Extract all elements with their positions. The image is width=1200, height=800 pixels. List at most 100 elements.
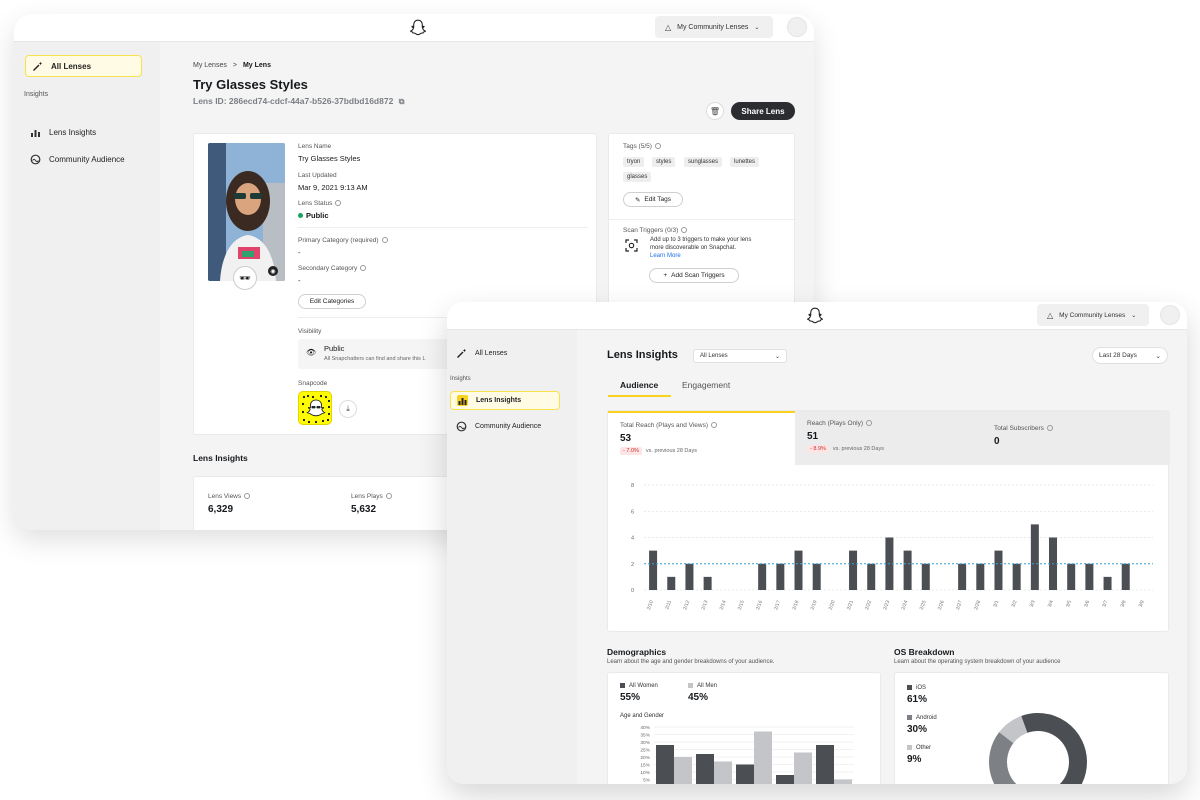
bar [834, 779, 852, 784]
scan-description-2: more discoverable on Snapchat. [650, 245, 737, 251]
secondary-category-label: Secondary Category [298, 265, 367, 272]
sidebar-item-community-audience[interactable]: Community Audience [30, 153, 125, 165]
delta-compare: vs. previous 28 Days [832, 446, 884, 452]
total-reach-delta: - 7.0% vs. previous 28 Days [620, 447, 697, 455]
secondary-category-value: - [298, 276, 301, 285]
delete-button[interactable]: 🗑 [706, 102, 724, 120]
legend-all-women: All Women [620, 683, 658, 689]
trash-icon: 🗑 [709, 106, 721, 116]
edit-tags-button[interactable]: ✎ Edit Tags [623, 192, 683, 207]
info-icon[interactable] [381, 237, 388, 244]
sidebar-item-lens-insights[interactable]: Lens Insights [450, 391, 560, 410]
total-subscribers-stat[interactable]: Total Subscribers 0 [982, 411, 1170, 465]
date-range-dropdown[interactable]: Last 28 Days ⌄ [1092, 347, 1168, 364]
tag-chip: glasses [623, 172, 652, 182]
y-tick-label: 35% [640, 732, 650, 738]
sidebar-item-lens-insights[interactable]: Lens Insights [30, 126, 96, 138]
os-breakdown-title: OS Breakdown [894, 647, 955, 657]
sidebar-item-all-lenses[interactable]: All Lenses [456, 347, 507, 359]
bar [1030, 524, 1039, 590]
lens-views-label-text: Lens Views [208, 493, 242, 500]
x-tick-label: 2/23 [882, 599, 891, 610]
x-tick-label: 2/15 [737, 599, 746, 610]
account-switcher[interactable]: △ My Community Lenses ⌄ [655, 16, 773, 38]
y-tick-label: 30% [640, 740, 650, 746]
lens-status-value: Public [298, 211, 329, 220]
info-icon[interactable] [711, 422, 718, 429]
share-lens-button[interactable]: Share Lens [731, 102, 795, 120]
download-snapcode-button[interactable]: ⤓ [339, 400, 357, 418]
legend-other: Other [907, 745, 931, 751]
info-icon[interactable] [385, 493, 392, 500]
learn-more-link[interactable]: Learn More [650, 253, 681, 259]
women-percent: 55% [620, 692, 641, 703]
sidebar-section-insights: Insights [450, 376, 471, 382]
x-tick-label: 3/2 [1011, 599, 1019, 608]
user-avatar[interactable] [787, 17, 807, 37]
x-tick-label: 2/22 [864, 599, 873, 610]
sidebar-item-all-lenses[interactable]: All Lenses [25, 55, 142, 77]
reach-plays-value: 51 [807, 431, 819, 442]
sidebar-item-community-audience[interactable]: Community Audience [456, 420, 541, 432]
ios-percent: 61% [907, 694, 928, 705]
y-tick-label: 15% [640, 762, 650, 768]
info-icon[interactable] [335, 200, 342, 207]
lens-id-text: Lens ID: 286ecd74-cdcf-44a7-b526-37bdbd1… [193, 96, 394, 106]
divider [298, 317, 588, 318]
reach-plays-stat[interactable]: Reach (Plays Only) 51 - 8.9% vs. previous… [795, 411, 982, 465]
info-icon[interactable] [681, 227, 688, 234]
lens-plays-label-text: Lens Plays [351, 493, 383, 500]
edit-categories-button[interactable]: Edit Categories [298, 294, 366, 309]
android-percent: 30% [907, 724, 928, 735]
audience-icon [456, 421, 467, 432]
total-reach-label: Total Reach (Plays and Views) [620, 422, 718, 429]
add-scan-triggers-button[interactable]: + Add Scan Triggers [649, 268, 739, 283]
eye-icon: 👁 [306, 348, 317, 357]
breadcrumb-link[interactable]: My Lenses [193, 62, 227, 69]
total-reach-stat[interactable]: Total Reach (Plays and Views) 53 - 7.0% v… [608, 411, 795, 465]
tab-engagement[interactable]: Engagement [682, 380, 731, 390]
x-tick-label: 2/19 [810, 599, 819, 610]
x-tick-label: 2/13 [701, 599, 710, 610]
x-tick-label: 2/20 [828, 599, 837, 610]
lens-views-label: Lens Views [208, 493, 251, 500]
primary-category-value: - [298, 248, 301, 257]
tags-card: Tags (5/5) tryon styles sunglasses lunet… [608, 133, 796, 317]
info-icon[interactable] [244, 493, 251, 500]
bar [667, 576, 676, 590]
donut-slice [999, 715, 1028, 744]
legend-swatch [907, 745, 912, 750]
sidebar-item-label: Lens Insights [476, 397, 522, 404]
age-gender-label: Age and Gender [620, 713, 665, 719]
page-title: Try Glasses Styles [193, 77, 308, 92]
user-avatar[interactable] [1160, 305, 1180, 325]
x-tick-label: 2/24 [901, 599, 910, 610]
secondary-category-label-text: Secondary Category [298, 265, 358, 272]
bar [794, 550, 803, 590]
x-tick-label: 3/7 [1101, 599, 1109, 608]
account-switcher[interactable]: △ My Community Lenses ⌄ [1037, 304, 1149, 326]
total-subscribers-value: 0 [994, 436, 1000, 447]
camera-icon[interactable]: ◉ [268, 266, 278, 276]
donut-slice [1021, 713, 1087, 784]
bar [656, 745, 674, 784]
bar [1085, 563, 1094, 590]
sidebar-item-label: All Lenses [475, 349, 508, 357]
lens-filter-dropdown[interactable]: All Lenses ⌄ [693, 349, 787, 363]
sidebar-item-label: All Lenses [51, 61, 92, 71]
bar [903, 550, 912, 590]
info-icon[interactable] [360, 265, 367, 272]
copy-icon[interactable]: ⧉ [398, 97, 405, 106]
info-icon[interactable] [1046, 425, 1053, 432]
info-icon[interactable] [654, 143, 661, 150]
x-tick-label: 2/16 [755, 599, 764, 610]
bar [754, 731, 772, 784]
date-range-value: Last 28 Days [1099, 352, 1137, 359]
divider [298, 227, 588, 228]
bar [816, 745, 834, 784]
total-reach-label-text: Total Reach (Plays and Views) [620, 422, 709, 429]
primary-category-label: Primary Category (required) [298, 237, 388, 244]
x-tick-label: 3/5 [1065, 599, 1073, 608]
info-icon[interactable] [866, 420, 872, 427]
tab-audience[interactable]: Audience [620, 380, 659, 390]
